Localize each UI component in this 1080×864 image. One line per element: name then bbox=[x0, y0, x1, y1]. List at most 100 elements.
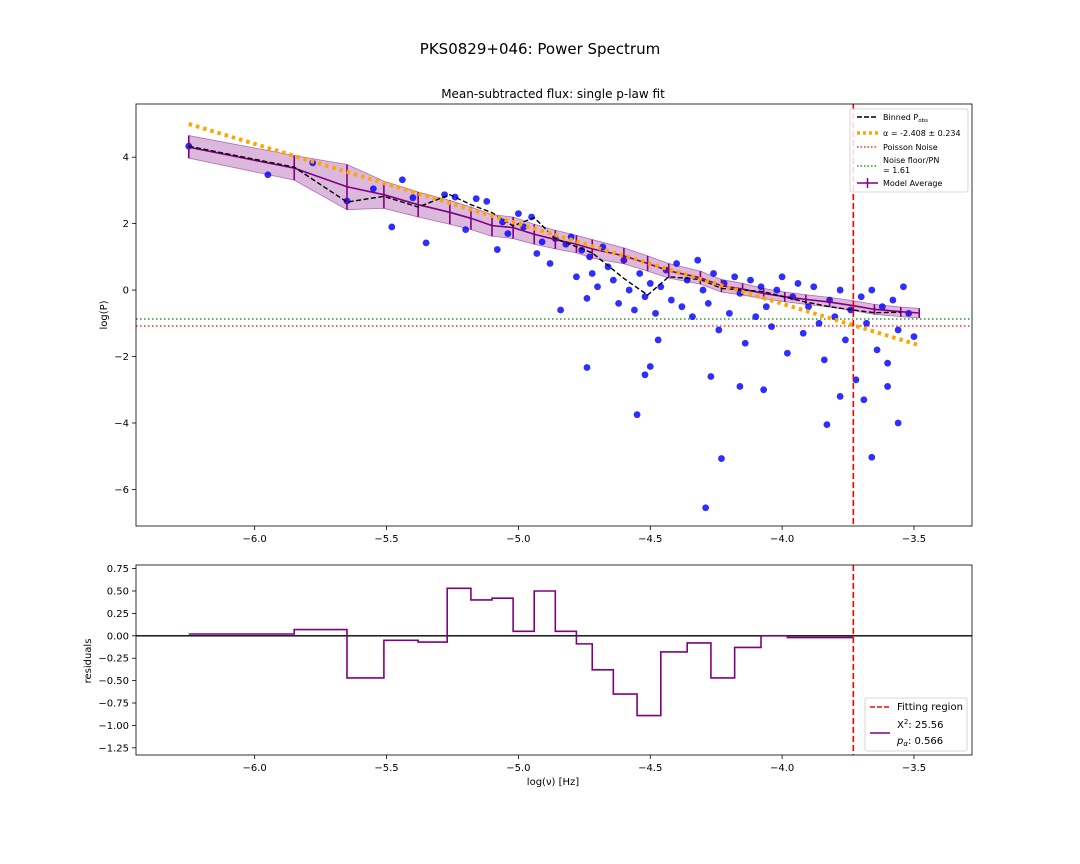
bottom-legend: Fitting region X2: 25.56 pα: 0.566 bbox=[864, 697, 968, 752]
scatter-point bbox=[820, 356, 828, 364]
top-x-tick-label: −6.0 bbox=[243, 534, 267, 545]
scatter-point bbox=[863, 319, 870, 327]
scatter-point bbox=[900, 283, 907, 291]
legend-noise-floor-label-2: = 1.61 bbox=[883, 166, 910, 175]
power-spectrum-panel: Mean-subtracted flux: single p-law fit −… bbox=[99, 87, 973, 545]
scatter-point bbox=[573, 273, 580, 281]
scatter-point bbox=[583, 364, 591, 371]
alpha-fit-line bbox=[188, 122, 920, 348]
top-y-tick-label: 4 bbox=[123, 153, 129, 164]
bottom-y-tick-label: 0.75 bbox=[107, 564, 129, 575]
top-x-tick-label: −5.0 bbox=[506, 534, 530, 545]
residuals-step-line bbox=[188, 587, 854, 717]
scatter-point bbox=[594, 283, 601, 291]
scatter-point bbox=[586, 253, 594, 261]
scatter-point bbox=[641, 371, 649, 379]
scatter-point bbox=[868, 453, 876, 461]
bottom-y-axis-label: residuals bbox=[83, 639, 94, 684]
scatter-point bbox=[836, 393, 844, 400]
legend-p-subscript: α bbox=[903, 740, 908, 748]
residuals-panel: −6.0 −5.5 −5.0 −4.5 −4.0 −3.5 0.75 0.50 0.25 0.0… bbox=[83, 564, 973, 788]
scatter-point bbox=[836, 286, 844, 294]
scatter-point bbox=[842, 336, 849, 344]
bottom-y-tick-label: −0.50 bbox=[98, 676, 129, 687]
scatter-point bbox=[815, 319, 823, 327]
scatter-point bbox=[557, 306, 564, 314]
scatter-point bbox=[889, 296, 897, 304]
top-y-axis: 4 2 0 −2 −4 −6 bbox=[114, 153, 136, 496]
scatter-point bbox=[760, 386, 768, 394]
scatter-point bbox=[878, 303, 886, 311]
scatter-point bbox=[483, 197, 491, 205]
scatter-point bbox=[725, 309, 733, 317]
scatter-point bbox=[857, 293, 865, 301]
scatter-point bbox=[652, 309, 659, 317]
bottom-y-tick-label: 0.25 bbox=[107, 609, 129, 620]
legend-fit-region-label: Fitting region bbox=[897, 702, 963, 713]
scatter-point bbox=[689, 313, 696, 321]
scatter-point bbox=[747, 276, 754, 284]
bottom-y-tick-label: −1.00 bbox=[98, 721, 129, 732]
scatter-point bbox=[646, 280, 654, 287]
legend-noise-floor-label-1: Noise floor/PN bbox=[883, 156, 939, 165]
legend-poisson-label: Poisson Noise bbox=[883, 143, 938, 152]
scatter-point bbox=[646, 363, 654, 370]
scatter-point bbox=[633, 411, 641, 419]
bottom-y-axis: 0.75 0.50 0.25 0.00 −0.25 −0.50 −0.75 −1.00 −1.2… bbox=[98, 564, 136, 754]
scatter-point bbox=[678, 303, 686, 311]
scatter-point bbox=[731, 273, 739, 281]
scatter-point bbox=[894, 326, 902, 334]
top-x-tick-label: −4.0 bbox=[770, 534, 794, 545]
bottom-y-tick-label: −1.25 bbox=[98, 743, 129, 754]
scatter-point bbox=[398, 176, 406, 184]
scatter-point bbox=[472, 195, 480, 203]
legend-chi2-superscript: 2 bbox=[904, 718, 908, 726]
scatter-point bbox=[718, 455, 725, 462]
scatter-point bbox=[451, 193, 459, 201]
scatter-point bbox=[707, 373, 715, 380]
bottom-x-tick-label: −5.0 bbox=[506, 763, 530, 774]
scatter-point bbox=[583, 294, 591, 302]
legend-chi2-value: : 25.56 bbox=[908, 720, 943, 731]
scatter-point bbox=[757, 283, 765, 291]
binned-pobs-line bbox=[188, 145, 901, 314]
top-panel-title: Mean-subtracted flux: single p-law fit bbox=[441, 87, 665, 101]
scatter-point bbox=[715, 326, 723, 334]
scatter-point bbox=[493, 246, 501, 253]
bottom-plot-area bbox=[136, 565, 972, 755]
legend-p-label: pα: 0.566 bbox=[896, 736, 943, 748]
scatter-point bbox=[631, 306, 638, 314]
figure-suptitle: PKS0829+046: Power Spectrum bbox=[420, 40, 660, 58]
top-x-tick-label: −3.5 bbox=[902, 534, 926, 545]
scatter-point bbox=[794, 280, 802, 287]
top-x-axis: −6.0 −5.5 −5.0 −4.5 −4.0 −3.5 bbox=[243, 526, 926, 545]
scatter-point bbox=[546, 260, 554, 267]
scatter-point bbox=[514, 210, 522, 218]
bottom-y-tick-label: 0.00 bbox=[107, 631, 129, 642]
scatter-point bbox=[884, 383, 892, 390]
bottom-y-tick-label: −0.25 bbox=[98, 654, 129, 665]
top-y-tick-label: 2 bbox=[123, 219, 129, 230]
scatter-point bbox=[641, 293, 649, 301]
scatter-point bbox=[799, 329, 807, 337]
scatter-point bbox=[264, 171, 272, 179]
scatter-point bbox=[588, 270, 596, 277]
scatter-point bbox=[504, 230, 512, 237]
scatter-point bbox=[369, 185, 377, 193]
legend-chi2-symbol: X bbox=[897, 720, 904, 731]
scatter-point bbox=[409, 194, 417, 202]
scatter-point bbox=[615, 299, 623, 307]
legend-binned-text: Binned P bbox=[883, 113, 918, 122]
bottom-x-tick-label: −3.5 bbox=[902, 763, 926, 774]
legend-chi2-label: X2: 25.56 bbox=[897, 718, 944, 731]
scatter-point bbox=[783, 349, 791, 357]
scatter-point bbox=[736, 383, 744, 390]
scatter-point bbox=[704, 299, 712, 307]
scatter-point bbox=[773, 286, 781, 294]
top-y-tick-label: −4 bbox=[114, 418, 129, 429]
scatter-point bbox=[699, 286, 707, 294]
legend-p-symbol: p bbox=[896, 736, 903, 747]
bottom-x-tick-label: −5.5 bbox=[374, 763, 398, 774]
scatter-point bbox=[462, 226, 470, 234]
